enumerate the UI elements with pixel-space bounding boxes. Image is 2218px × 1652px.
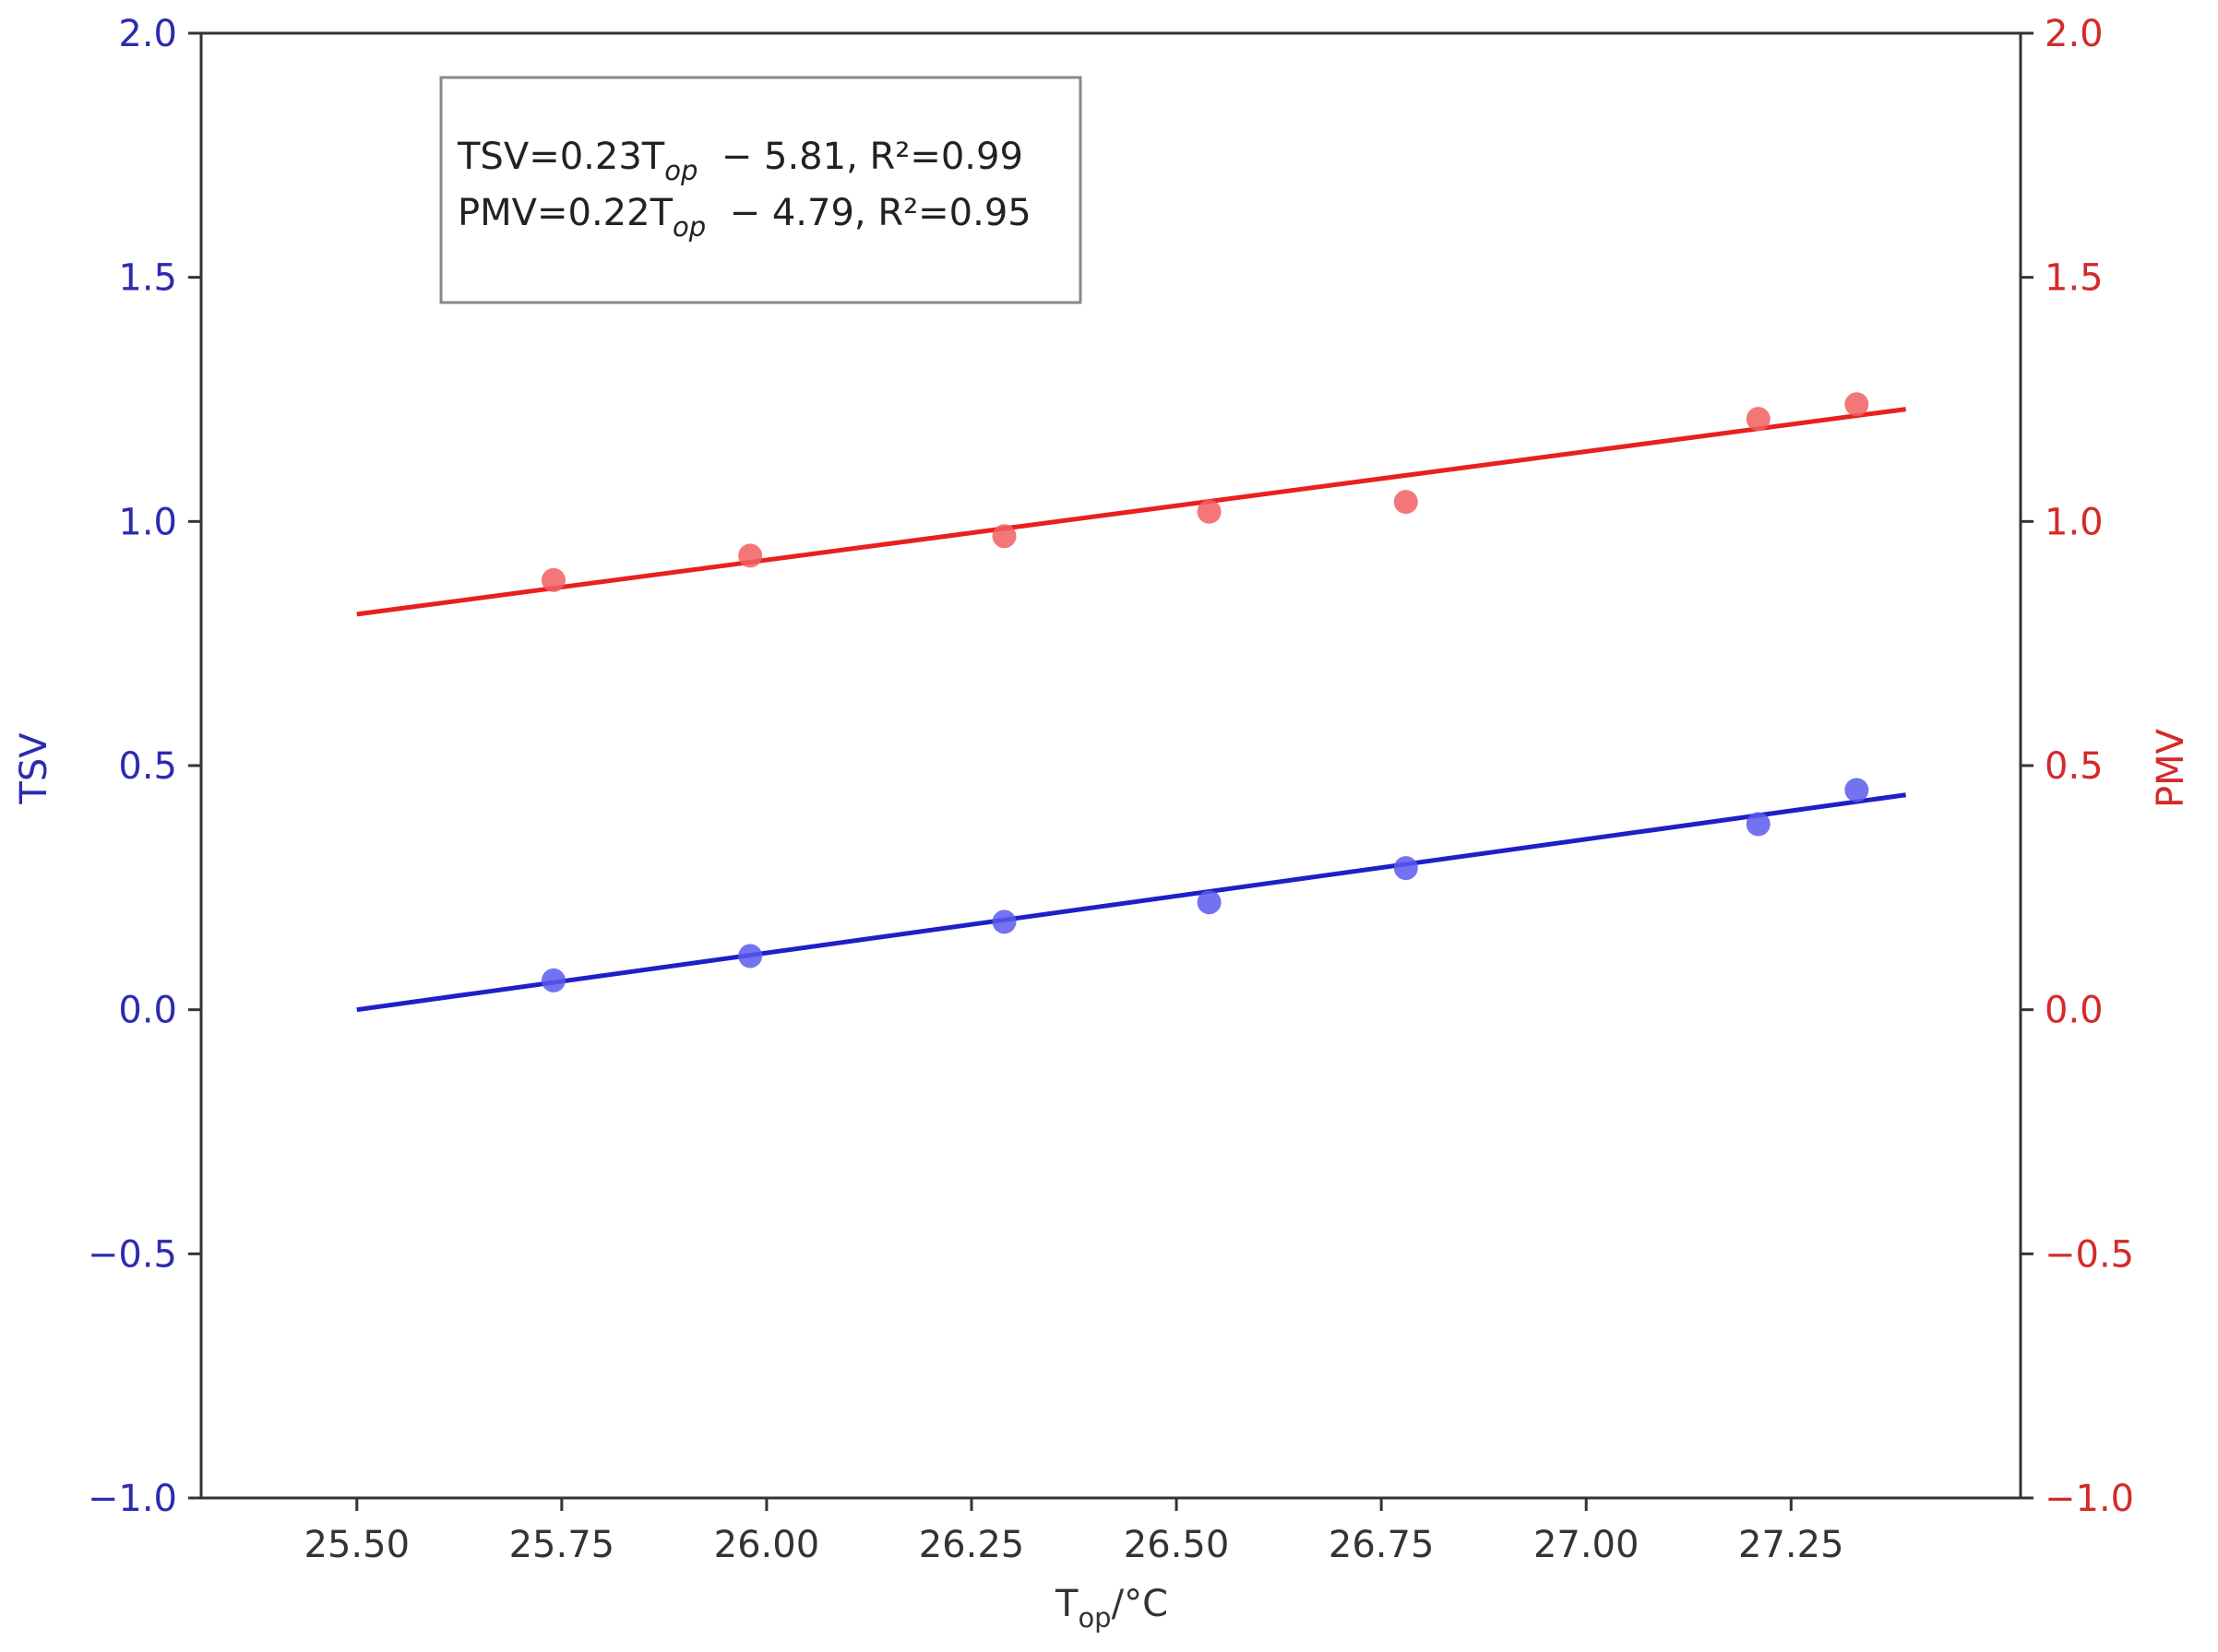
left-y-tick-label: 1.5 [118,257,177,300]
tsv-data-point [1746,812,1771,837]
x-tick-label: 27.25 [1738,1524,1844,1566]
pmv-data-point [1197,499,1222,524]
pmv-data-point [1393,490,1418,515]
tsv-data-point [992,909,1017,934]
annotation-line-2: PMV=0.22Top − 4.79, R²=0.95 [458,192,1031,243]
right-y-tick-label: 1.5 [2045,257,2104,300]
pmv-data-point [1844,392,1869,417]
pmv-data-point [992,524,1017,549]
left-y-tick-label: 2.0 [118,13,177,55]
x-tick-label: 25.50 [304,1524,411,1566]
pmv-data-point [541,567,566,592]
right-y-axis-label: PMV [2150,728,2192,808]
right-y-tick-label: 0.0 [2045,990,2104,1032]
annotation-line-1: TSV=0.23Top − 5.81, R²=0.99 [457,136,1023,186]
pmv-data-point [1746,407,1771,432]
right-y-tick-label: 2.0 [2045,13,2104,55]
annotation-border [439,76,1082,304]
right-y-tick-label: 0.5 [2045,745,2104,788]
annotation-box: TSV=0.23Top − 5.81, R²=0.99 PMV=0.22Top … [439,76,1082,304]
x-tick-label: 26.75 [1329,1524,1435,1566]
left-y-tick-label: −1.0 [88,1478,177,1520]
x-tick-label: 27.00 [1533,1524,1640,1566]
x-tick-label: 25.75 [509,1524,615,1566]
left-y-tick-label: 0.0 [118,990,177,1032]
tsv-data-point [738,944,763,969]
pmv-data-point [738,543,763,568]
tsv-fit-line [356,792,1906,1013]
x-tick-label: 26.00 [714,1524,820,1566]
pmv-fit-line [356,407,1906,617]
right-y-tick-label: 1.0 [2045,501,2104,543]
left-y-tick-label: 0.5 [118,745,177,788]
left-y-tick-label: 1.0 [118,501,177,543]
tsv-data-point [1844,778,1869,802]
tsv-data-point [541,968,566,992]
chart-marks: 25.50 25.75 26.00 26.25 26.50 26.75 27.00 27.25… [88,13,2134,1566]
right-y-tick-label: −1.0 [2045,1478,2134,1520]
x-axis-label: Top/°C [1055,1583,1168,1634]
tsv-data-point [1197,890,1222,915]
x-tick-label: 26.25 [919,1524,1025,1566]
x-tick-label: 26.50 [1124,1524,1230,1566]
left-y-axis-label: TSV [13,732,55,805]
right-y-tick-label: −0.5 [2045,1233,2134,1276]
left-y-tick-label: −0.5 [88,1233,177,1276]
tsv-data-point [1393,856,1418,881]
